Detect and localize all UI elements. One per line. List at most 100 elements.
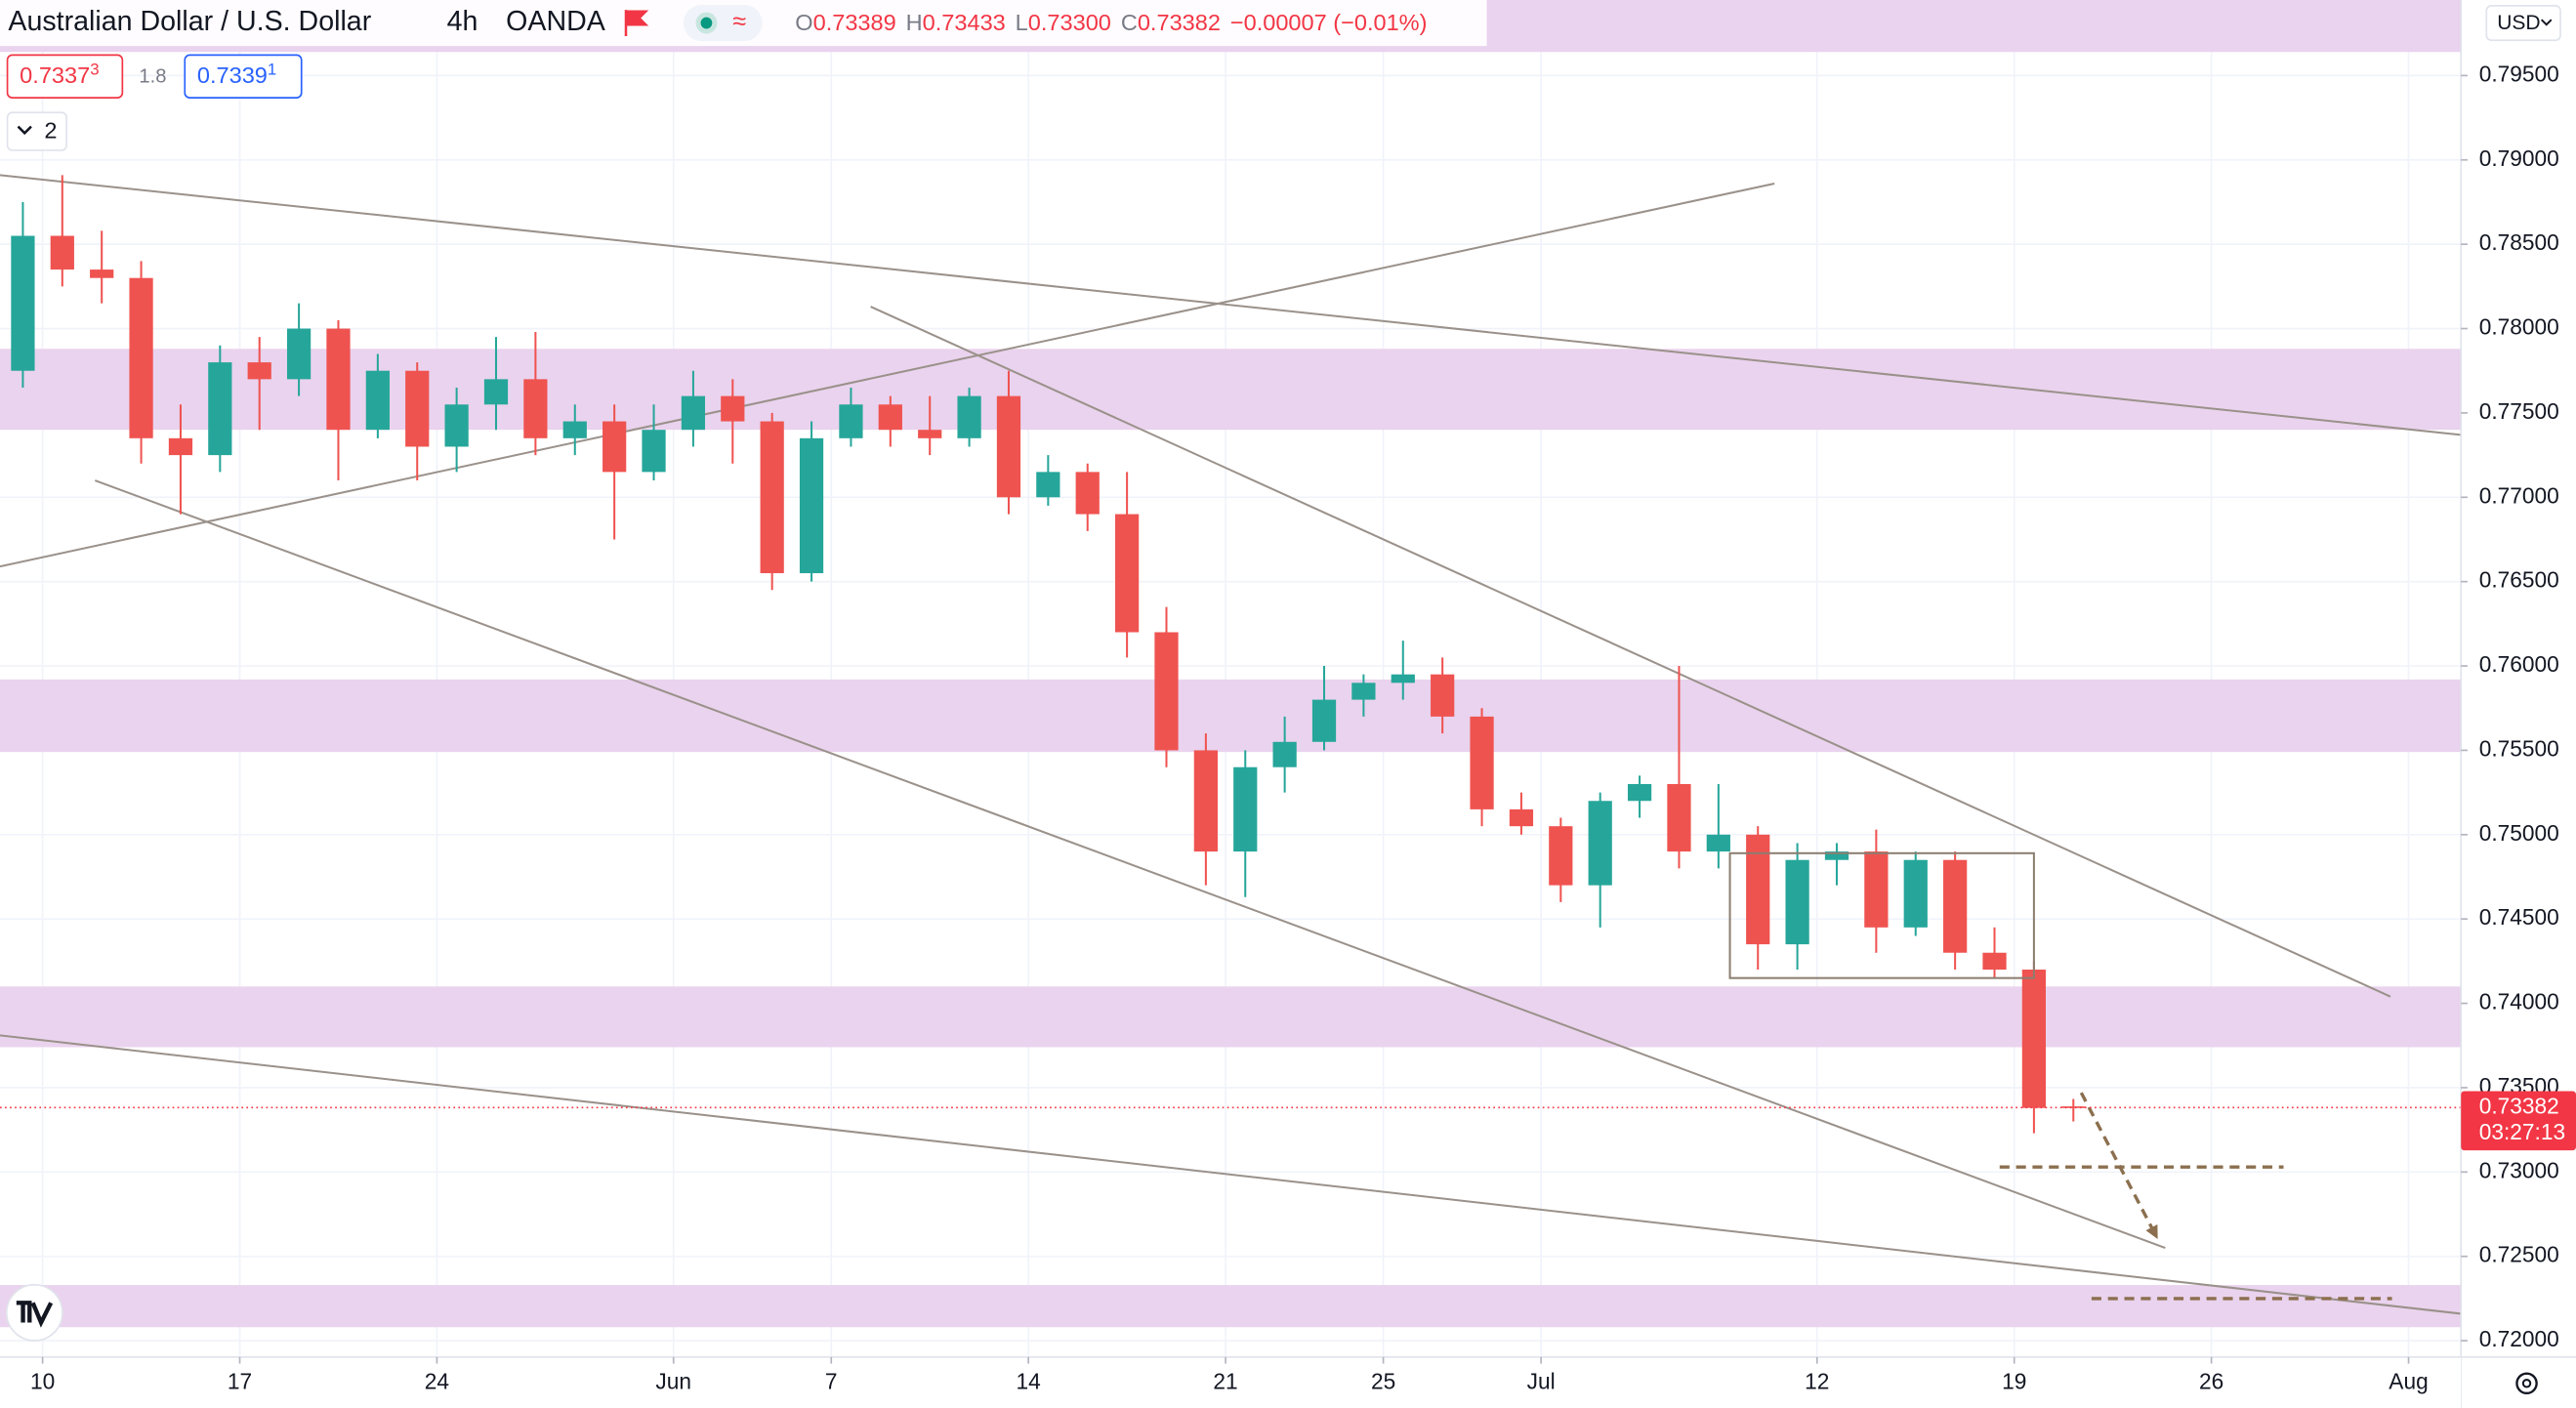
zone (0, 679, 2462, 753)
y-tick-label: 0.79000 (2479, 145, 2559, 171)
low-label: L (1016, 10, 1028, 35)
candle-body (1391, 674, 1415, 683)
candle-body (602, 421, 627, 473)
candle-body (562, 421, 587, 438)
candle-body (90, 269, 114, 278)
candle-body (642, 430, 666, 473)
y-tick-label: 0.77000 (2479, 482, 2559, 508)
spread: 1.8 (139, 65, 166, 87)
indicators-count: 2 (44, 118, 57, 144)
change-value: −0.00007 (−0.01%) (1230, 10, 1428, 35)
candle-body (365, 370, 390, 431)
candle-body (1114, 514, 1140, 633)
logo[interactable] (5, 1283, 63, 1342)
candle-body (1509, 808, 1534, 827)
chevron-icon (17, 125, 32, 136)
buy-price: 0.73391 (197, 61, 276, 89)
flag-icon[interactable] (624, 10, 649, 37)
logo-mark (16, 1301, 54, 1328)
x-tick-label: 10 (30, 1369, 55, 1394)
candle-body (1193, 750, 1218, 852)
candle-body (1588, 801, 1612, 886)
trendline (0, 174, 2462, 436)
candle-body (878, 404, 902, 431)
candle-body (1311, 699, 1337, 742)
exchange: OANDA (506, 6, 606, 37)
y-tick-label: 0.72000 (2479, 1326, 2559, 1351)
zone (0, 986, 2462, 1048)
candle-body (1431, 674, 1455, 717)
candle-body (957, 395, 981, 438)
candle-body (247, 362, 271, 380)
x-tick-label: 24 (425, 1369, 449, 1394)
open-label: O (795, 10, 812, 35)
buy-pip: 1 (268, 61, 276, 79)
candle-body (1627, 783, 1652, 802)
status-pill[interactable] (683, 5, 763, 42)
candle-body (1470, 716, 1494, 809)
trendline (870, 306, 2391, 998)
trendline (94, 479, 2166, 1250)
candle-body (11, 235, 35, 371)
x-tick-label: Aug (2389, 1369, 2428, 1394)
time-axis (0, 1356, 2462, 1408)
plot-area (0, 0, 2462, 1357)
x-tick-label: 7 (825, 1369, 838, 1394)
candle-body (918, 430, 942, 438)
candle-body (1706, 834, 1730, 852)
candle-body (1943, 859, 1968, 953)
symbol-title: Australian Dollar / U.S. Dollar (8, 6, 371, 37)
candle-body (1864, 851, 1889, 928)
candle-body (2021, 970, 2047, 1108)
candle-body (168, 437, 193, 456)
candle-body (326, 328, 351, 431)
y-tick-label: 0.72500 (2479, 1242, 2559, 1267)
candle-body (286, 328, 312, 380)
indicators-toggle[interactable] (6, 111, 67, 151)
x-tick-label: Jul (1527, 1369, 1556, 1394)
close-value: 0.73382 (1138, 10, 1221, 35)
ohlc: O0.73389 H0.73433 L0.73300 C0.73382 −0.0… (795, 10, 1427, 35)
market-open-dot (695, 12, 718, 34)
candle-body (1154, 632, 1179, 751)
zone (0, 1285, 2462, 1328)
candle-body (523, 379, 548, 438)
y-tick-label: 0.76000 (2479, 651, 2559, 677)
candle-body (1746, 834, 1770, 945)
candle-body (760, 421, 784, 574)
y-tick-label: 0.74500 (2479, 904, 2559, 930)
sell-button[interactable] (6, 54, 124, 99)
candle-body (1549, 826, 1573, 886)
x-tick-label: 26 (2199, 1369, 2223, 1394)
currency-button[interactable] (2485, 5, 2561, 42)
high-label: H (906, 10, 923, 35)
candle-body (129, 277, 153, 438)
range-box (1728, 851, 2035, 979)
settings-gear[interactable] (2515, 1372, 2538, 1395)
y-tick-label: 0.79500 (2479, 61, 2559, 86)
candle-body (208, 362, 232, 456)
candle-body (681, 395, 706, 431)
interval[interactable]: 4h (447, 6, 478, 37)
candle-body (799, 437, 824, 574)
y-tick-label: 0.78000 (2479, 314, 2559, 340)
high-value: 0.73433 (923, 10, 1006, 35)
axes: 0.720000.725000.730000.735000.740000.745… (30, 61, 2576, 1394)
candle-body (483, 379, 509, 405)
buy-button[interactable] (184, 54, 303, 99)
x-tick-label: 14 (1017, 1369, 1041, 1394)
x-tick-label: Jun (655, 1369, 691, 1394)
x-tick-label: 25 (1371, 1369, 1395, 1394)
candle-body (1075, 472, 1100, 515)
candle-body (2061, 1106, 2086, 1108)
last-price-tag (2461, 1091, 2576, 1151)
candle-body (1233, 766, 1258, 852)
sell-pip: 3 (90, 61, 99, 79)
candle-body (839, 404, 863, 438)
y-tick-label: 0.78500 (2479, 229, 2559, 255)
candle-body (1272, 741, 1297, 767)
candle-body (996, 395, 1021, 498)
y-tick-label: 0.75500 (2479, 735, 2559, 761)
price-axis (2461, 0, 2576, 1408)
